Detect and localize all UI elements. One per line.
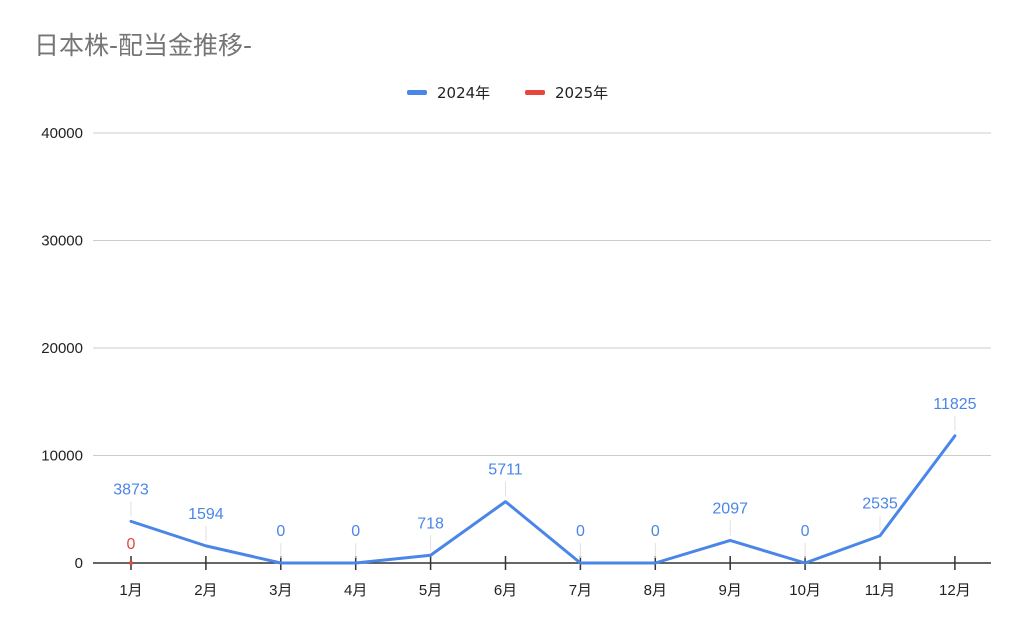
data-label-2024: 0 <box>276 523 285 540</box>
data-label-2024: 3873 <box>113 481 149 498</box>
legend-label-2024: 2024年 <box>437 84 491 102</box>
legend-item-2024[interactable]: 2024年 <box>407 82 490 103</box>
y-tick-label: 30000 <box>41 233 83 250</box>
data-label-2024: 718 <box>417 515 444 532</box>
data-label-2024: 0 <box>651 523 660 540</box>
series-line-2024 <box>129 434 957 565</box>
x-tick-label: 4月 <box>344 582 367 599</box>
data-label-2024: 0 <box>801 523 810 540</box>
legend-label-2025: 2025年 <box>555 84 609 102</box>
x-tick-label: 6月 <box>494 582 517 599</box>
y-tick-label: 0 <box>75 555 83 572</box>
data-label-2024: 5711 <box>488 462 523 479</box>
x-tick-label: 12月 <box>939 582 971 599</box>
legend-swatch-2024 <box>407 90 427 95</box>
data-label-2024: 11825 <box>933 396 976 413</box>
x-tick-label: 11月 <box>865 582 896 599</box>
legend-swatch-2025 <box>525 90 545 95</box>
y-tick-label: 10000 <box>41 448 83 465</box>
data-label-2024: 0 <box>576 523 585 540</box>
x-tick-label: 9月 <box>719 582 742 599</box>
x-tick-label: 5月 <box>419 582 442 599</box>
x-tick-label: 1月 <box>119 582 142 599</box>
legend-item-2025[interactable]: 2025年 <box>525 82 608 103</box>
x-tick-label: 2月 <box>194 582 217 599</box>
chart-title: 日本株-配当金推移- <box>34 31 253 60</box>
x-tick-label: 10月 <box>789 582 821 599</box>
y-tick-label: 40000 <box>41 125 83 142</box>
y-tick-label: 20000 <box>41 340 83 357</box>
series-point-2025 <box>129 561 133 565</box>
data-label-2024: 2097 <box>712 500 748 517</box>
x-tick-label: 8月 <box>644 582 667 599</box>
x-tick-label: 3月 <box>269 582 292 599</box>
data-label-2024: 2535 <box>862 496 898 513</box>
data-label-2024: 0 <box>351 523 360 540</box>
data-label-2025: 0 <box>127 536 136 553</box>
x-tick-label: 7月 <box>569 582 592 599</box>
data-label-2024: 1594 <box>188 506 224 523</box>
legend: 2024年 2025年 <box>0 82 1024 104</box>
